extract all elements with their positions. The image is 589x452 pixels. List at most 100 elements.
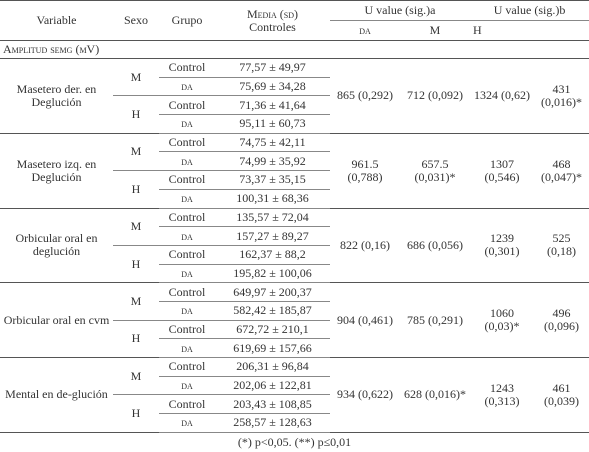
table-row: H Control 73,37 ± 35,15 <box>0 170 589 195</box>
sexo: H <box>131 331 141 346</box>
grupo: da <box>159 151 215 172</box>
table-row: da 202,06 ± 122,81 <box>0 376 589 396</box>
u-value: 657.5 (0,031)* <box>414 156 456 184</box>
u-value: 496 (0,096) <box>544 306 580 334</box>
media: 649,97 ± 200,37 <box>215 282 330 302</box>
media: 619,69 ± 157,66 <box>215 338 330 358</box>
media-label: Media (sd) <box>247 6 298 21</box>
media: 202,06 ± 122,81 <box>215 376 330 396</box>
grupo: da <box>159 301 215 321</box>
grupo: Control <box>159 394 215 415</box>
sub-da: da <box>359 23 371 37</box>
u-value: 461 (0,039) <box>544 380 580 408</box>
footer-note: (*) p<0,05. (**) p≤0,01 <box>237 434 352 449</box>
sexo: M <box>113 357 159 396</box>
media: 582,42 ± 185,87 <box>215 301 330 321</box>
header-variable: Variable <box>0 0 113 41</box>
media: 73,37 ± 35,15 <box>215 170 330 190</box>
variable: Orbicular oral en cvm <box>3 312 110 327</box>
u-value: 1239 (0,301) <box>484 231 520 259</box>
sexo: H <box>131 406 141 421</box>
sexo: H <box>131 107 141 122</box>
header-u-b: U value (sig.)b <box>470 0 589 21</box>
grupo: da <box>159 264 215 284</box>
u-value: 1324 (0,62) <box>474 88 531 103</box>
sexo: M <box>113 133 159 172</box>
media: 71,36 ± 41,64 <box>215 95 330 116</box>
header-sexo: Sexo <box>113 0 159 41</box>
media: 157,27 ± 89,27 <box>215 226 330 246</box>
grupo: Control <box>159 245 215 265</box>
grupo: da <box>159 413 215 433</box>
grupo: da <box>159 114 215 134</box>
table-row: da 157,27 ± 89,27 <box>0 226 589 246</box>
u-value: 1060 (0,03)* <box>484 306 520 334</box>
media: 77,57 ± 49,97 <box>215 58 330 78</box>
grupo: Control <box>159 208 215 228</box>
u-value: 934 (0,622) <box>337 387 393 402</box>
table-row: da 619,69 ± 157,66 <box>0 338 589 358</box>
variable: Masetero izq. en Deglución <box>16 156 97 184</box>
sexo: H <box>131 256 141 271</box>
header-grupo: Grupo <box>159 0 215 41</box>
table-row: da 195,82 ± 100,06 <box>0 264 589 284</box>
controles-label: Controles <box>249 19 296 34</box>
sub-h: H <box>473 23 482 37</box>
table-body: Amplitud semg (μV) Masetero der. en Degl… <box>0 41 589 433</box>
u-value: 686 (0,056) <box>407 237 463 252</box>
grupo: Control <box>159 170 215 190</box>
media: 95,11 ± 60,73 <box>215 114 330 134</box>
sexo: M <box>113 208 159 246</box>
header-u-a: U value (sig.)a <box>330 0 471 21</box>
media: 258,57 ± 128,63 <box>215 413 330 433</box>
u-value: 785 (0,291) <box>407 312 463 327</box>
grupo: Control <box>159 58 215 78</box>
u-value: 431 (0,016)* <box>541 81 583 109</box>
table-row: H Control 71,36 ± 41,64 <box>0 95 589 121</box>
table-row: da 95,11 ± 60,73 <box>0 114 589 134</box>
table-row: Mental en de-glución M Control 206,31 ± 96,… <box>0 357 589 407</box>
u-value: 628 (0,016)* <box>404 387 466 402</box>
table-row: da 258,57 ± 128,63 <box>0 413 589 433</box>
u-value: 525 (0,18) <box>547 231 577 259</box>
media: 135,57 ± 72,04 <box>215 208 330 228</box>
table-row: H Control 672,72 ± 210,1 <box>0 320 589 345</box>
media: 74,99 ± 35,92 <box>215 151 330 172</box>
media: 203,43 ± 108,85 <box>215 394 330 415</box>
grupo: Control <box>159 133 215 153</box>
grupo: da <box>159 338 215 358</box>
sexo: H <box>131 181 141 196</box>
variable: Masetero der. en Deglución <box>16 81 97 109</box>
variable: Orbicular oral en deglución <box>15 231 98 259</box>
media: 74,75 ± 42,11 <box>215 133 330 153</box>
grupo: Control <box>159 95 215 116</box>
grupo: Control <box>159 357 215 377</box>
media: 75,69 ± 34,28 <box>215 77 330 97</box>
header-media: Media (sd) Controles <box>215 0 330 41</box>
table-row: Masetero izq. en Deglución M Control 74,75 … <box>0 133 589 183</box>
grupo: da <box>159 226 215 246</box>
table-row: da 100,31 ± 68,36 <box>0 189 589 209</box>
sub-m: M <box>429 23 441 37</box>
u-value: 904 (0,461) <box>337 312 393 327</box>
grupo: Control <box>159 320 215 340</box>
u-value: 822 (0,16) <box>340 237 390 252</box>
sexo: M <box>113 58 159 97</box>
media: 100,31 ± 68,36 <box>215 189 330 209</box>
variable: Mental en de-glución <box>5 387 108 402</box>
u-value: 865 (0,292) <box>337 88 393 103</box>
sexo: M <box>113 282 159 321</box>
table-row: H Control 162,37 ± 88,2 <box>0 245 589 270</box>
table-row: da 582,42 ± 185,87 <box>0 301 589 321</box>
grupo: Control <box>159 282 215 302</box>
u-value: 468 (0,047)* <box>541 156 583 184</box>
u-value: 1243 (0,313) <box>484 380 520 408</box>
sub-empty <box>534 21 589 41</box>
table-row: da 75,69 ± 34,28 <box>0 77 589 97</box>
media: 162,37 ± 88,2 <box>215 245 330 265</box>
grupo: da <box>159 376 215 396</box>
grupo: da <box>159 189 215 209</box>
grupo: da <box>159 77 215 97</box>
